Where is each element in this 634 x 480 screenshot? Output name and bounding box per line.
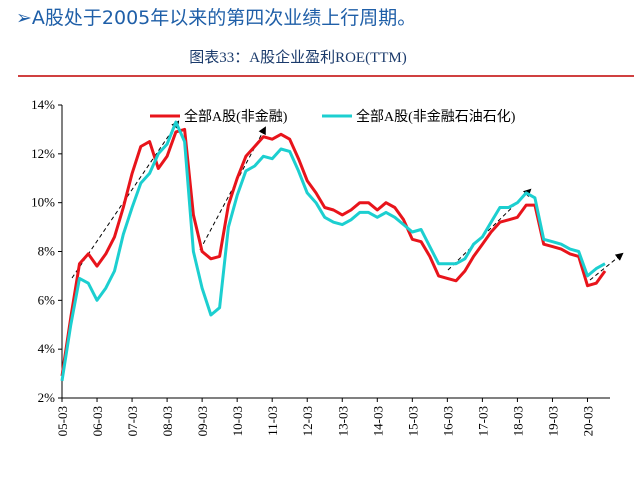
x-tick-label: 05-03 (55, 406, 70, 436)
x-tick-label: 10-03 (230, 406, 245, 436)
x-tick-label: 08-03 (160, 406, 175, 436)
x-tick-label: 18-03 (510, 406, 525, 436)
x-tick-label: 16-03 (440, 406, 455, 436)
legend-label: 全部A股(非金融) (184, 108, 288, 125)
y-tick-label: 12% (31, 146, 55, 161)
y-tick-label: 2% (38, 390, 56, 405)
y-tick-label: 8% (38, 244, 56, 259)
trend-arrows (71, 120, 624, 281)
x-tick-label: 13-03 (335, 406, 350, 436)
y-tick-label: 14% (31, 97, 55, 112)
legend-label: 全部A股(非金融石油石化) (356, 108, 516, 125)
chart-title: 图表33：A股企业盈利ROE(TTM) (189, 48, 407, 66)
x-tick-label: 06-03 (90, 406, 105, 436)
x-tick-label: 09-03 (195, 406, 210, 436)
line-series (60, 120, 606, 382)
x-tick-label: 19-03 (545, 406, 560, 436)
x-tick-label: 11-03 (265, 406, 280, 436)
y-tick-label: 6% (38, 292, 56, 307)
x-tick-label: 07-03 (125, 406, 140, 436)
y-tick-label: 4% (38, 341, 56, 356)
x-tick-label: 15-03 (405, 406, 420, 436)
x-tick-label: 14-03 (370, 406, 385, 436)
y-tick-label: 10% (31, 195, 55, 210)
header-title: ➢A股处于2005年以来的第四次业绩上行周期。 (16, 7, 416, 29)
x-tick-label: 20-03 (580, 406, 595, 436)
line-series (60, 127, 607, 377)
x-tick-label: 17-03 (475, 406, 490, 436)
x-tick-label: 12-03 (300, 406, 315, 436)
